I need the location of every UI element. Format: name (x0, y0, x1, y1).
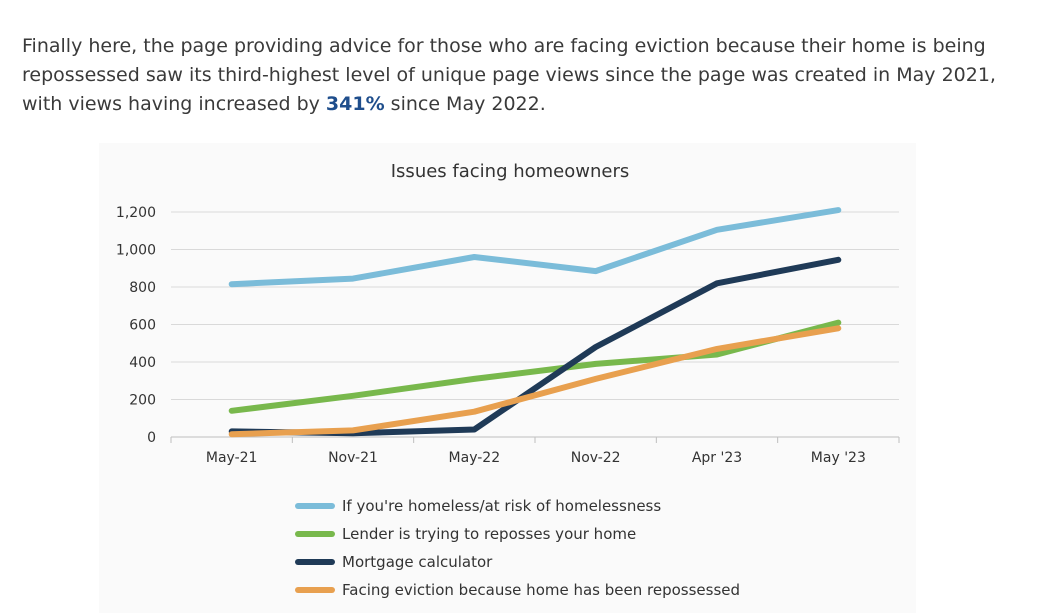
data-point (835, 257, 841, 263)
legend: If you're homeless/at risk of homelessne… (295, 497, 740, 599)
y-tick-label: 0 (147, 430, 156, 446)
data-point (350, 276, 356, 282)
data-point (835, 320, 841, 326)
series-lines (228, 207, 842, 438)
y-tick-label: 400 (129, 355, 156, 371)
x-tick-label: May '23 (811, 450, 866, 466)
data-point (714, 227, 720, 233)
series-line (228, 207, 842, 288)
data-point (593, 361, 599, 367)
data-point (471, 376, 477, 382)
y-axis-ticks: 0 200 400 600 800 1,000 1,200 (116, 205, 156, 446)
x-tick-label: May-21 (206, 450, 258, 466)
data-point (471, 409, 477, 415)
legend-label: Mortgage calculator (342, 553, 493, 571)
intro-highlight: 341% (325, 93, 385, 115)
x-tick-label: Apr '23 (692, 450, 742, 466)
data-point (471, 254, 477, 260)
data-point (229, 431, 235, 437)
line-chart: Issues facing homeowners 0 200 400 600 800 1,… (116, 161, 900, 599)
data-point (714, 346, 720, 352)
chart-container: Issues facing homeowners 0 200 400 600 800 1,… (99, 143, 916, 613)
legend-label: Facing eviction because home has been re… (342, 581, 740, 599)
intro-text-start: Finally here, the page providing advice … (22, 35, 996, 115)
intro-paragraph: Finally here, the page providing advice … (22, 32, 1022, 119)
data-point (593, 344, 599, 350)
data-point (350, 427, 356, 433)
x-axis-ticks: May-21 Nov-21 May-22 Nov-22 Apr '23 May '23 (170, 437, 900, 466)
chart-title: Issues facing homeowners (391, 161, 630, 182)
data-point (835, 207, 841, 213)
series-line (228, 319, 842, 414)
data-point (593, 268, 599, 274)
y-tick-label: 800 (129, 280, 156, 296)
data-point (714, 280, 720, 286)
x-tick-label: May-22 (449, 450, 501, 466)
data-point (714, 352, 720, 357)
intro-text-end: since May 2022. (384, 93, 546, 115)
y-tick-label: 1,200 (116, 205, 156, 221)
legend-label: If you're homeless/at risk of homelessne… (342, 497, 661, 515)
y-tick-label: 1,000 (116, 243, 156, 259)
data-point (471, 427, 477, 432)
data-point (229, 408, 235, 414)
data-point (229, 281, 235, 287)
data-point (835, 325, 841, 331)
legend-label: Lender is trying to reposses your home (342, 525, 636, 543)
y-tick-label: 200 (129, 393, 156, 409)
data-point (350, 393, 356, 399)
y-tick-label: 600 (129, 318, 156, 334)
data-point (593, 376, 599, 382)
x-tick-label: Nov-22 (571, 450, 621, 466)
x-tick-label: Nov-21 (328, 450, 378, 466)
series-line (228, 325, 842, 438)
